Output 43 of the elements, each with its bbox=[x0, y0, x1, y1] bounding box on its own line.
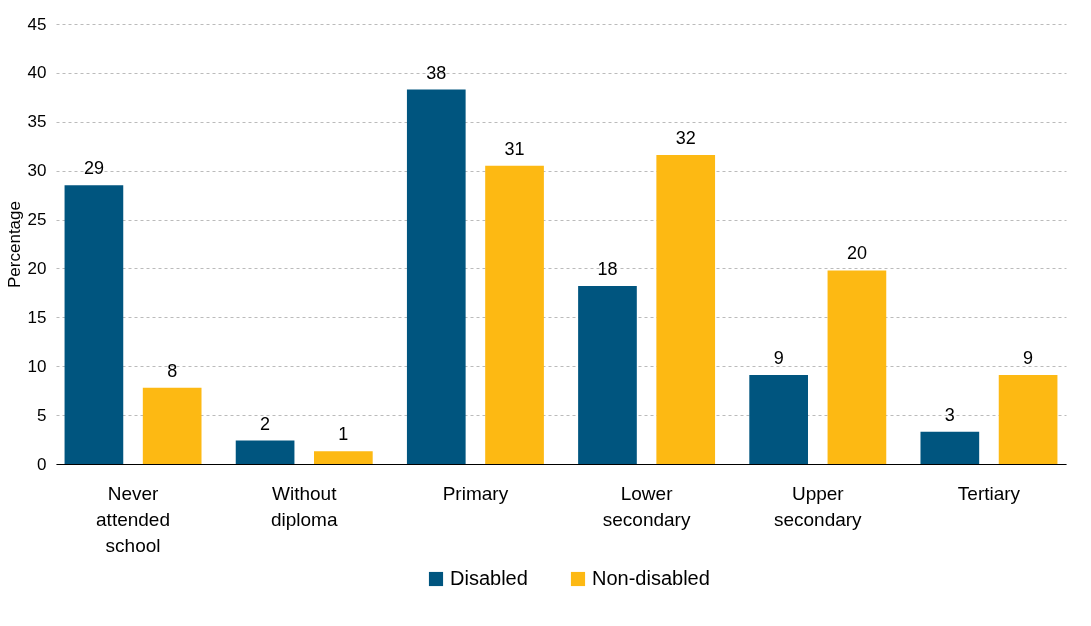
legend-label: Disabled bbox=[450, 567, 528, 589]
bar bbox=[406, 89, 466, 464]
data-label: 38 bbox=[426, 62, 447, 83]
bar bbox=[656, 155, 716, 464]
data-label: 8 bbox=[167, 360, 178, 381]
y-tick-label: 15 bbox=[27, 307, 47, 327]
bar bbox=[64, 185, 124, 464]
bar bbox=[998, 375, 1058, 464]
data-label: 20 bbox=[846, 243, 867, 264]
data-label: 32 bbox=[675, 128, 696, 149]
y-tick-label: 25 bbox=[27, 210, 47, 230]
y-tick-label: 35 bbox=[27, 112, 47, 132]
bar bbox=[485, 165, 544, 464]
x-tick-label: Upper secondary bbox=[773, 482, 863, 530]
data-label: 31 bbox=[504, 138, 525, 159]
x-tick-label: Tertiary bbox=[957, 482, 1021, 504]
bar bbox=[314, 451, 373, 464]
x-tick-label: Lower secondary bbox=[602, 482, 691, 530]
y-tick-label: 30 bbox=[27, 161, 47, 181]
bar bbox=[920, 431, 980, 464]
data-label: 1 bbox=[338, 424, 349, 445]
y-axis-title: Percentage bbox=[4, 201, 24, 288]
data-label: 3 bbox=[944, 404, 955, 425]
x-tick-label: Without diploma bbox=[270, 482, 338, 530]
y-tick-label: 20 bbox=[27, 258, 47, 278]
y-tick-label: 45 bbox=[27, 14, 47, 34]
legend-label: Non-disabled bbox=[592, 567, 710, 589]
bar bbox=[827, 270, 887, 464]
bar bbox=[142, 387, 202, 464]
y-tick-label: 0 bbox=[37, 454, 47, 474]
x-tick-label: Never attended school bbox=[96, 482, 171, 556]
data-label: 18 bbox=[597, 259, 618, 280]
data-label: 2 bbox=[260, 413, 271, 434]
bar bbox=[235, 440, 295, 464]
y-tick-label: 10 bbox=[27, 356, 47, 376]
data-label: 9 bbox=[773, 348, 784, 369]
bar bbox=[578, 286, 637, 464]
y-tick-label: 5 bbox=[37, 405, 47, 425]
x-tick-label: Primary bbox=[442, 482, 509, 504]
bar bbox=[749, 375, 808, 464]
data-label: 9 bbox=[1023, 348, 1034, 369]
data-label: 29 bbox=[83, 158, 104, 179]
y-tick-label: 40 bbox=[27, 63, 47, 83]
